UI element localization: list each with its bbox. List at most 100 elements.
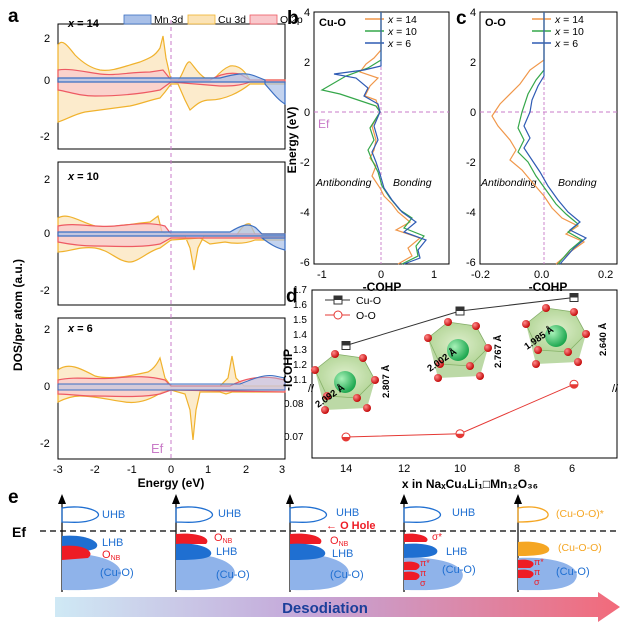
sigma-star-band bbox=[404, 533, 428, 542]
dos-mn-curve bbox=[57, 73, 286, 106]
bond-label: 2.807 Å bbox=[381, 365, 392, 398]
cohp-oo-xtick: 0.2 bbox=[598, 269, 613, 281]
o-atom bbox=[534, 346, 542, 354]
pi-label: π bbox=[534, 567, 540, 577]
o-atom bbox=[331, 350, 339, 358]
onb-band bbox=[290, 533, 322, 544]
o-atom bbox=[570, 308, 578, 316]
bond-label: 2.767 Å bbox=[493, 335, 504, 368]
dos-xtick: 2 bbox=[243, 464, 249, 476]
lhb-band bbox=[290, 543, 326, 560]
fermi-label-b: Ef bbox=[318, 117, 330, 131]
pi-star-label: π* bbox=[420, 558, 430, 568]
icohp-legend: Cu-O O-O bbox=[325, 295, 381, 322]
cuoo-label: (Cu-O-O) bbox=[558, 542, 602, 554]
dos-ylabel: DOS/per atom (a.u.) bbox=[11, 259, 25, 371]
o-atom bbox=[484, 344, 492, 352]
legend-label-cu: Cu 3d bbox=[218, 14, 246, 26]
dos-mn-curve bbox=[57, 375, 286, 391]
o-atom bbox=[321, 406, 329, 414]
o-atom bbox=[434, 374, 442, 382]
dos-legend: Mn 3d Cu 3d O 2p bbox=[123, 14, 303, 26]
cohp-cuo-curve-6 bbox=[333, 12, 427, 265]
cu-o-label: (Cu-O) bbox=[216, 569, 250, 581]
pi-band-2 bbox=[404, 571, 420, 580]
axis-break-right: // bbox=[612, 383, 619, 395]
cohp-oo-frame bbox=[479, 11, 618, 265]
cohp-cuo-curves bbox=[320, 12, 427, 265]
icohp-ytick: 1.4 bbox=[293, 330, 307, 341]
cluster-x10 bbox=[424, 318, 492, 382]
panel-e: e Ef UHB LHB ONB (Cu-O) UHB ONB LHB ( bbox=[8, 487, 620, 622]
lhb-label: LHB bbox=[102, 537, 123, 549]
a2-ytick-2: 2 bbox=[44, 174, 50, 186]
pi-band bbox=[404, 561, 420, 570]
cohp-oo-bonding: Bonding bbox=[558, 177, 597, 189]
legend-label-cuo: Cu-O bbox=[356, 295, 381, 307]
desodiation-label: Desodiation bbox=[282, 600, 368, 617]
cohp-cuo-bonding: Bonding bbox=[393, 177, 432, 189]
panel-d-letter: d bbox=[286, 286, 298, 307]
cu-o-band bbox=[290, 553, 349, 591]
cu-atom bbox=[334, 371, 356, 393]
o-atom bbox=[424, 334, 432, 342]
o-hole-label: ← O Hole bbox=[326, 520, 376, 532]
cohp-ytick: -6 bbox=[466, 257, 476, 269]
o-atom bbox=[522, 320, 530, 328]
cohp-cuo-curve-14 bbox=[359, 12, 422, 265]
dos-xlabel: Energy (eV) bbox=[138, 476, 205, 490]
band-stage-1: UHB LHB ONB (Cu-O) bbox=[58, 494, 134, 592]
cohp-ytick: -6 bbox=[300, 257, 310, 269]
fermi-label-e: Ef bbox=[12, 524, 26, 540]
legend-label-14: x = 14 bbox=[387, 14, 417, 26]
uhb-band bbox=[403, 506, 441, 523]
a3-ytick-0: 0 bbox=[44, 381, 50, 393]
legend-marker-cuo-half bbox=[334, 296, 342, 300]
cu-o-label: (Cu-O) bbox=[556, 566, 590, 578]
legend-label-6: x = 6 bbox=[554, 38, 578, 50]
cohp-oo-title: O-O bbox=[485, 17, 506, 29]
a2-ytick-m2: -2 bbox=[40, 285, 50, 297]
cuoo-star-label: (Cu-O-O)* bbox=[556, 508, 604, 520]
dos-xticks: -3 -2 -1 0 1 2 3 bbox=[53, 464, 285, 476]
legend-label-o: O 2p bbox=[280, 14, 303, 26]
dos-xtick: 1 bbox=[205, 464, 211, 476]
sigma-star-label: σ* bbox=[432, 532, 442, 543]
cohp-ytick: 2 bbox=[304, 57, 310, 69]
panel-c: c O-O x = 14 x = 10 x = 6 4 2 0 -2 -4 -6… bbox=[456, 7, 618, 294]
band-stage-4: UHB σ* LHB π* π σ (Cu-O) bbox=[400, 494, 476, 592]
pi-band bbox=[518, 559, 534, 568]
dos-cu-curve bbox=[57, 35, 286, 123]
onb-label: ONB bbox=[102, 549, 121, 562]
o-atom bbox=[444, 318, 452, 326]
o-atom bbox=[542, 304, 550, 312]
dos-curves-3 bbox=[57, 355, 286, 441]
icohp-xtick: 6 bbox=[569, 463, 575, 475]
legend-swatch-mn bbox=[123, 14, 152, 25]
icohp-ylabel: -ICOHP bbox=[281, 349, 295, 391]
energy-axis-arrow bbox=[58, 494, 66, 504]
a1-ytick-2: 2 bbox=[44, 33, 50, 45]
dos-xtick: 3 bbox=[279, 464, 285, 476]
dos-xtick: 0 bbox=[168, 464, 174, 476]
icohp-xtick: 12 bbox=[398, 463, 410, 475]
uhb-label: UHB bbox=[218, 508, 241, 520]
dos-xtick: -2 bbox=[90, 464, 100, 476]
panel-e-letter: e bbox=[8, 487, 19, 508]
cohp-oo-yticks: 4 2 0 -2 -4 -6 bbox=[466, 7, 476, 269]
data-point-cu-o-fill bbox=[570, 293, 578, 298]
icohp-yticks-upper: 1.7 1.6 1.5 1.4 1.3 1.2 1.1 bbox=[293, 285, 307, 386]
data-point-o-o-fill bbox=[342, 437, 350, 441]
a1-ytick-m2: -2 bbox=[40, 131, 50, 143]
subplot-3-label: x = 6 bbox=[67, 323, 93, 335]
icohp-xtick: 8 bbox=[514, 463, 520, 475]
fermi-label-a: Ef bbox=[151, 441, 164, 456]
cohp-oo-curves bbox=[491, 12, 588, 265]
energy-axis-arrow bbox=[172, 494, 180, 504]
icohp-xtick: 14 bbox=[340, 463, 352, 475]
cohp-ytick: 2 bbox=[470, 57, 476, 69]
o-atom bbox=[476, 372, 484, 380]
cluster-x6 bbox=[522, 304, 590, 368]
cu-o-band bbox=[176, 553, 235, 591]
cu-atom bbox=[447, 339, 469, 361]
